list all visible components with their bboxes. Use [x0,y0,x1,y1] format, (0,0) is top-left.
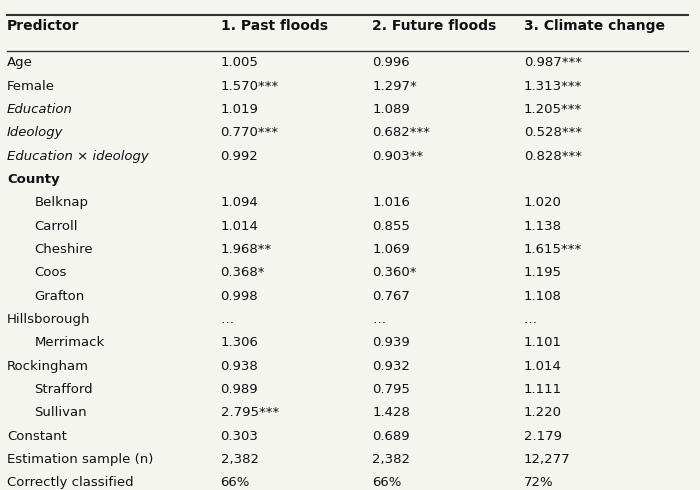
Text: Predictor: Predictor [7,20,79,33]
Text: 1.014: 1.014 [524,360,561,372]
Text: 0.939: 0.939 [372,336,410,349]
Text: 0.989: 0.989 [220,383,258,396]
Text: 2.179: 2.179 [524,430,562,442]
Text: 0.992: 0.992 [220,149,258,163]
Text: County: County [7,173,60,186]
Text: Age: Age [7,56,33,69]
Text: 1.428: 1.428 [372,406,410,419]
Text: 0.903**: 0.903** [372,149,424,163]
Text: 1.108: 1.108 [524,290,561,302]
Text: 1. Past floods: 1. Past floods [220,20,328,33]
Text: Constant: Constant [7,430,66,442]
Text: 0.996: 0.996 [372,56,410,69]
Text: 1.111: 1.111 [524,383,562,396]
Text: 1.570***: 1.570*** [220,79,279,93]
Text: 72%: 72% [524,476,554,489]
Text: 2.795***: 2.795*** [220,406,279,419]
Text: Education × ideology: Education × ideology [7,149,148,163]
Text: 0.368*: 0.368* [220,266,265,279]
Text: Carroll: Carroll [34,220,78,233]
Text: 0.932: 0.932 [372,360,410,372]
Text: 66%: 66% [372,476,402,489]
Text: Ideology: Ideology [7,126,64,139]
Text: 2. Future floods: 2. Future floods [372,20,496,33]
Text: 1.615***: 1.615*** [524,243,582,256]
Text: 0.855: 0.855 [372,220,410,233]
Text: 0.987***: 0.987*** [524,56,582,69]
Text: 1.101: 1.101 [524,336,562,349]
Text: …: … [524,313,537,326]
Text: …: … [220,313,234,326]
Text: Female: Female [7,79,55,93]
Text: Correctly classified: Correctly classified [7,476,134,489]
Text: Cheshire: Cheshire [34,243,93,256]
Text: 0.828***: 0.828*** [524,149,582,163]
Text: 3. Climate change: 3. Climate change [524,20,665,33]
Text: 1.069: 1.069 [372,243,410,256]
Text: 1.005: 1.005 [220,56,258,69]
Text: 1.020: 1.020 [524,196,561,209]
Text: 0.360*: 0.360* [372,266,416,279]
Text: 1.089: 1.089 [372,103,410,116]
Text: 1.094: 1.094 [220,196,258,209]
Text: Belknap: Belknap [34,196,88,209]
Text: Estimation sample (n): Estimation sample (n) [7,453,153,466]
Text: Strafford: Strafford [34,383,93,396]
Text: 1.306: 1.306 [220,336,258,349]
Text: …: … [372,313,385,326]
Text: Coos: Coos [34,266,66,279]
Text: 1.968**: 1.968** [220,243,272,256]
Text: 0.303: 0.303 [220,430,258,442]
Text: Hillsborough: Hillsborough [7,313,90,326]
Text: Rockingham: Rockingham [7,360,89,372]
Text: Grafton: Grafton [34,290,85,302]
Text: 0.528***: 0.528*** [524,126,582,139]
Text: 0.998: 0.998 [220,290,258,302]
Text: 12,277: 12,277 [524,453,570,466]
Text: Merrimack: Merrimack [34,336,105,349]
Text: 0.770***: 0.770*** [220,126,279,139]
Text: Sullivan: Sullivan [34,406,87,419]
Text: 0.682***: 0.682*** [372,126,430,139]
Text: 0.767: 0.767 [372,290,410,302]
Text: Education: Education [7,103,73,116]
Text: 2,382: 2,382 [372,453,410,466]
Text: 1.297*: 1.297* [372,79,417,93]
Text: 1.205***: 1.205*** [524,103,582,116]
Text: 1.019: 1.019 [220,103,258,116]
Text: 0.938: 0.938 [220,360,258,372]
Text: 1.220: 1.220 [524,406,562,419]
Text: 1.016: 1.016 [372,196,410,209]
Text: 1.138: 1.138 [524,220,562,233]
Text: 1.313***: 1.313*** [524,79,582,93]
Text: 1.195: 1.195 [524,266,562,279]
Text: 66%: 66% [220,476,250,489]
Text: 0.795: 0.795 [372,383,410,396]
Text: 1.014: 1.014 [220,220,258,233]
Text: 0.689: 0.689 [372,430,410,442]
Text: 2,382: 2,382 [220,453,258,466]
